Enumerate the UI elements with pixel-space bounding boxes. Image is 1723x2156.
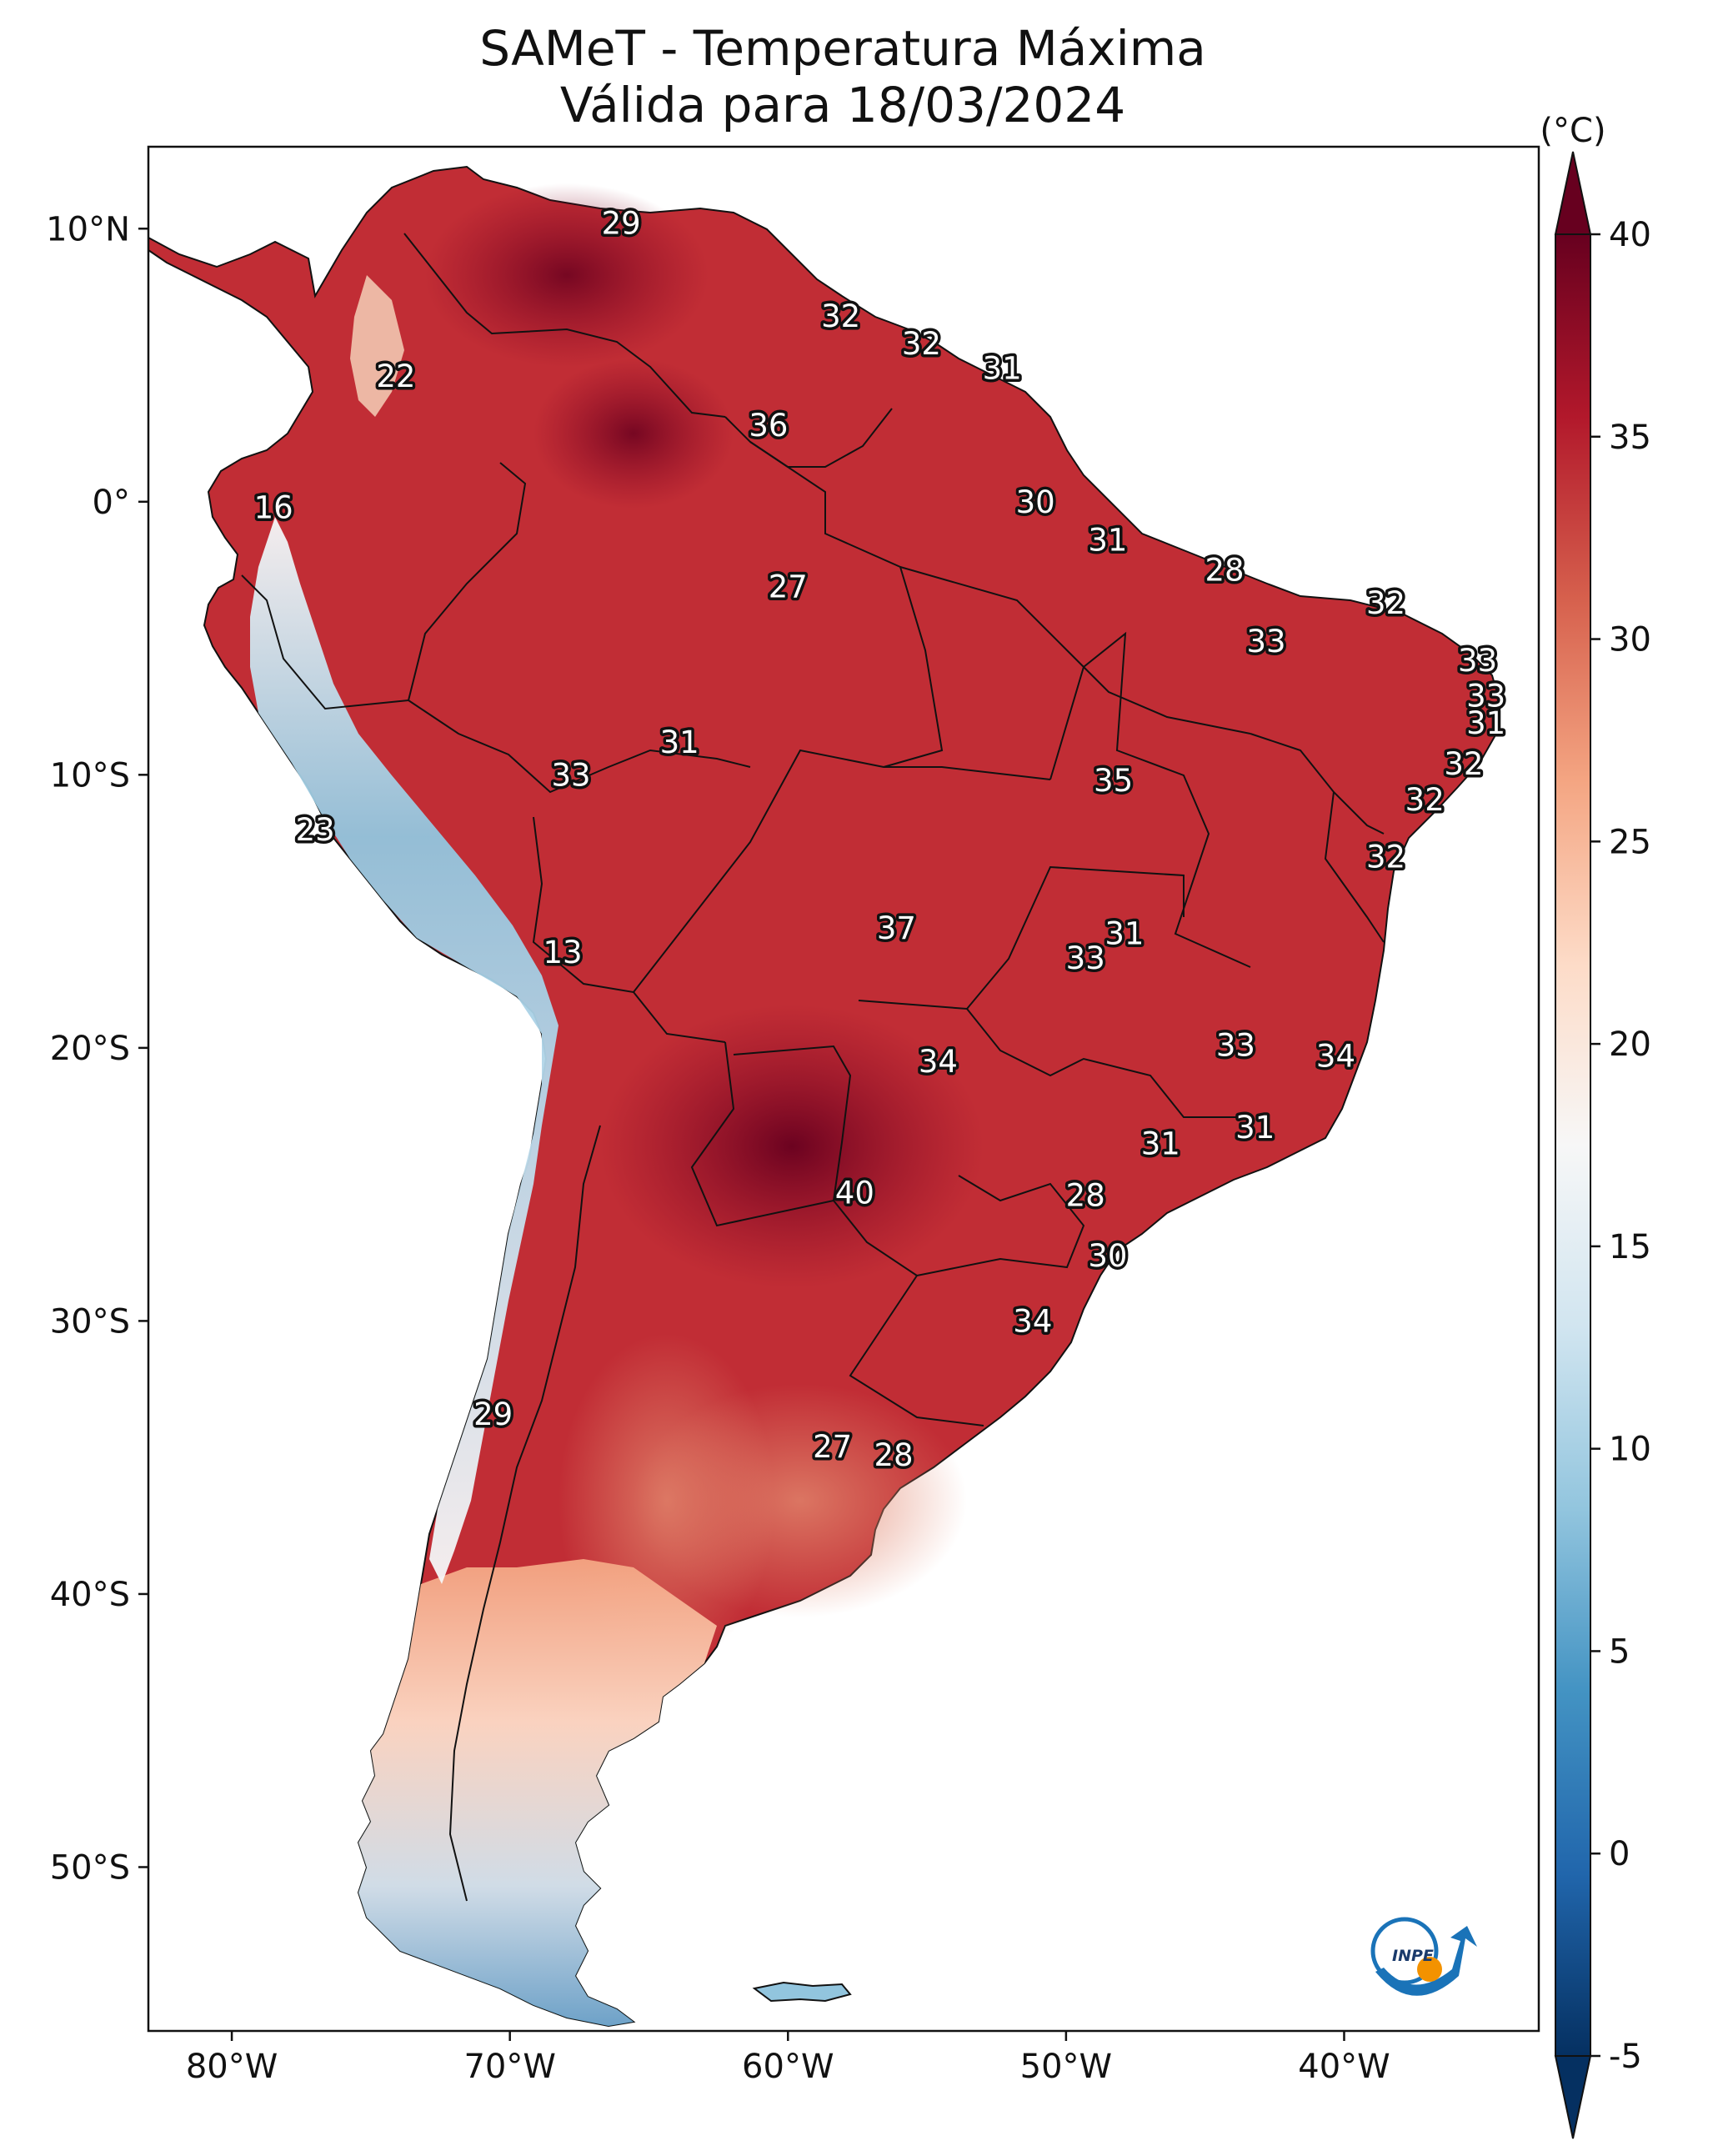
city-temp-value: 33 xyxy=(1216,1028,1255,1064)
city-temp-value: 27 xyxy=(813,1429,852,1465)
latitude-tick-label: 40°S xyxy=(50,1576,130,1614)
map-title-line1: SAMeT - Temperatura Máxima xyxy=(479,20,1206,77)
colorbar-tick-label: 30 xyxy=(1609,621,1651,659)
longitude-tick-label: 40°W xyxy=(1298,2048,1390,2086)
map-land-layer xyxy=(148,165,1502,2028)
city-temp-value: 28 xyxy=(1066,1178,1105,1214)
latitude-tick-label: 20°S xyxy=(50,1030,130,1068)
colorbar-min-arrow xyxy=(1554,2055,1592,2139)
map-frame xyxy=(147,145,1540,2033)
city-temp-value: 23 xyxy=(296,812,335,848)
map-title-line2: Válida para 18/03/2024 xyxy=(560,77,1125,133)
city-temp-value: 32 xyxy=(1366,840,1405,875)
city-temp-value: 28 xyxy=(1205,553,1244,589)
city-temp-value: 33 xyxy=(1466,678,1505,714)
colorbar-tick-label: 5 xyxy=(1609,1632,1630,1671)
city-temp-value: 32 xyxy=(1444,746,1483,782)
inpe-logo-dot xyxy=(1417,1957,1442,1982)
colorbar-tick-label: 0 xyxy=(1609,1835,1630,1873)
colorbar-tick-label: 35 xyxy=(1609,419,1651,457)
latitude-tick-label: 50°S xyxy=(50,1848,130,1887)
longitude-tick-label: 50°W xyxy=(1020,2048,1112,2086)
patagonia-cool-area xyxy=(358,1559,717,2026)
country-state-borders xyxy=(241,233,1385,1902)
colorbar-tick-label: 10 xyxy=(1609,1431,1651,1469)
latitude-tick-label: 30°S xyxy=(50,1302,130,1341)
colorbar-tick-label: 15 xyxy=(1609,1228,1651,1266)
longitude-tick-label: 80°W xyxy=(186,2048,278,2086)
city-temp-value: 28 xyxy=(874,1437,914,1473)
colorbar-tick-label: 40 xyxy=(1609,216,1651,254)
city-temp-value: 33 xyxy=(1458,643,1497,679)
latitude-tick-label: 10°S xyxy=(50,756,130,795)
city-temp-value: 32 xyxy=(902,326,941,362)
heat-core-venezuela xyxy=(425,183,709,367)
city-temp-value: 34 xyxy=(1316,1039,1355,1075)
city-temp-value: 31 xyxy=(660,725,699,760)
city-temp-value: 32 xyxy=(1405,782,1445,818)
city-temp-value: 35 xyxy=(1094,763,1133,799)
city-temp-value: 33 xyxy=(552,757,591,793)
city-temp-value: 31 xyxy=(1235,1110,1275,1146)
colorbar: (°C) 40 35 30 25 20 15 10 5 0 -5 xyxy=(1540,112,1651,2139)
city-temp-value: 30 xyxy=(1088,1238,1127,1274)
latitude-tick-label: 10°N xyxy=(46,210,130,248)
colorbar-tick-label: 20 xyxy=(1609,1025,1651,1064)
city-temp-value: 31 xyxy=(1104,915,1144,951)
colorbar-tick-label: 25 xyxy=(1609,823,1651,861)
falkland-islands xyxy=(752,1981,852,2003)
city-temp-value: 32 xyxy=(1366,585,1405,621)
inpe-logo-arrow xyxy=(1375,1926,1477,1996)
city-temp-value: 31 xyxy=(983,350,1022,386)
city-temp-value: 31 xyxy=(1466,705,1505,741)
inpe-logo: INPE xyxy=(1370,1917,1477,1996)
city-temp-value: 27 xyxy=(769,569,808,604)
colorbar-ticks: 40 35 30 25 20 15 10 5 0 -5 xyxy=(1590,216,1651,2076)
inpe-logo-text: INPE xyxy=(1392,1947,1434,1965)
heat-core-chaco xyxy=(600,1005,984,1288)
city-temp-value: 34 xyxy=(1013,1303,1052,1339)
city-temp-value: 32 xyxy=(821,298,860,334)
city-temp-value: 37 xyxy=(877,910,916,946)
city-temp-value: 29 xyxy=(602,206,641,242)
longitude-axis: 80°W 70°W 60°W 50°W 40°W xyxy=(186,2031,1390,2086)
city-temp-value: 36 xyxy=(749,408,788,444)
inpe-logo-ring xyxy=(1370,1917,1439,1985)
longitude-tick-label: 60°W xyxy=(742,2048,834,2086)
colorbar-max-arrow xyxy=(1554,151,1592,235)
city-temp-value: 34 xyxy=(919,1044,958,1080)
city-temp-value: 13 xyxy=(543,935,583,970)
city-temp-value: 31 xyxy=(1088,523,1127,559)
andes-cool-strip xyxy=(250,517,558,1584)
colorbar-tick-label: -5 xyxy=(1609,2038,1642,2076)
colorbar-bar xyxy=(1555,233,1591,2057)
heat-core-roraima xyxy=(533,358,734,509)
longitude-tick-label: 70°W xyxy=(463,2048,555,2086)
city-temp-value: 33 xyxy=(1247,624,1286,659)
city-temp-value: 40 xyxy=(835,1175,874,1211)
city-temp-value: 33 xyxy=(1066,940,1105,976)
city-temp-value: 30 xyxy=(1016,484,1055,520)
city-temp-value: 31 xyxy=(1141,1126,1180,1162)
colorbar-unit-label: (°C) xyxy=(1540,112,1605,150)
city-temp-value: 22 xyxy=(376,358,415,394)
city-temp-value: 29 xyxy=(473,1396,513,1432)
city-temp-value: 16 xyxy=(254,489,293,525)
andes-colombia-cool xyxy=(350,275,404,417)
latitude-axis: 10°N 0° 10°S 20°S 30°S 40°S 50°S xyxy=(46,210,148,1887)
latitude-tick-label: 0° xyxy=(93,484,130,522)
